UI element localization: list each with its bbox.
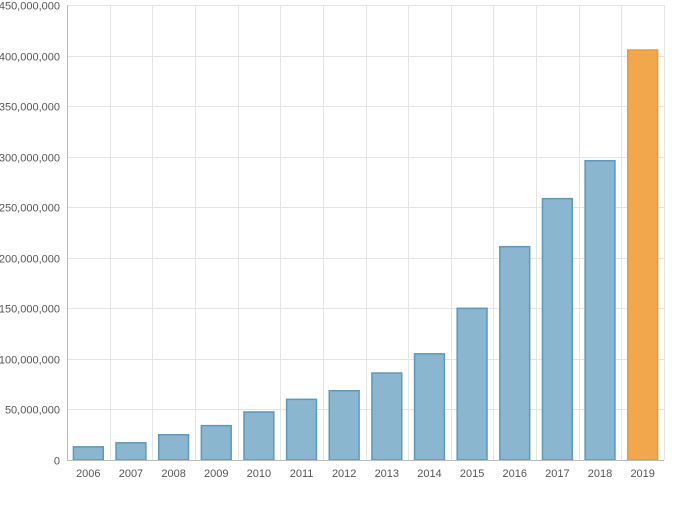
x-tick-label: 2019	[630, 468, 654, 480]
bars	[72, 49, 659, 461]
bar-2007[interactable]	[115, 442, 147, 461]
bar-2015[interactable]	[456, 307, 488, 461]
y-tick-label: 400,000,000	[0, 52, 60, 64]
y-tick-label: 250,000,000	[0, 203, 60, 215]
x-tick-label: 2014	[417, 468, 441, 480]
x-axis-tick-labels: 2006 2007 2008 2009 2010 2011 2012 2013 2014 2015…	[76, 468, 655, 480]
bar-2016[interactable]	[499, 245, 531, 461]
x-tick-label: 2011	[290, 468, 314, 480]
y-tick-label: 100,000,000	[0, 355, 60, 367]
bar-2012[interactable]	[328, 389, 360, 461]
x-tick-label: 2015	[460, 468, 484, 480]
gridlines	[67, 5, 665, 461]
y-axis-tick-labels: 0 50,000,000 100,000,000 150,000,000 200,000…	[0, 1, 60, 468]
x-tick-label: 2012	[332, 468, 356, 480]
bar-2009[interactable]	[200, 424, 232, 461]
x-tick-label: 2018	[588, 468, 612, 480]
y-tick-label: 200,000,000	[0, 254, 60, 266]
bar-2006[interactable]	[72, 446, 105, 461]
y-tick-label: 150,000,000	[0, 304, 60, 316]
x-tick-label: 2009	[204, 468, 228, 480]
x-tick-label: 2008	[161, 468, 185, 480]
x-tick-label: 2016	[503, 468, 527, 480]
axes	[67, 5, 664, 461]
bar-2010[interactable]	[243, 411, 275, 461]
bar-2017[interactable]	[541, 197, 574, 461]
y-tick-label: 350,000,000	[0, 102, 60, 114]
y-tick-label: 0	[54, 456, 60, 468]
x-tick-label: 2013	[375, 468, 399, 480]
bar-2018[interactable]	[584, 159, 616, 461]
bar-2011[interactable]	[285, 398, 318, 461]
x-tick-label: 2006	[76, 468, 100, 480]
bar-2014[interactable]	[413, 353, 446, 461]
bar-2008[interactable]	[157, 433, 190, 461]
y-tick-label: 50,000,000	[5, 405, 60, 417]
y-tick-label: 450,000,000	[0, 1, 60, 13]
x-tick-label: 2010	[247, 468, 271, 480]
bar-2013[interactable]	[371, 372, 403, 461]
bar-2019[interactable]	[627, 49, 659, 461]
y-tick-label: 300,000,000	[0, 153, 60, 165]
x-tick-label: 2007	[119, 468, 143, 480]
x-tick-label: 2017	[545, 468, 569, 480]
